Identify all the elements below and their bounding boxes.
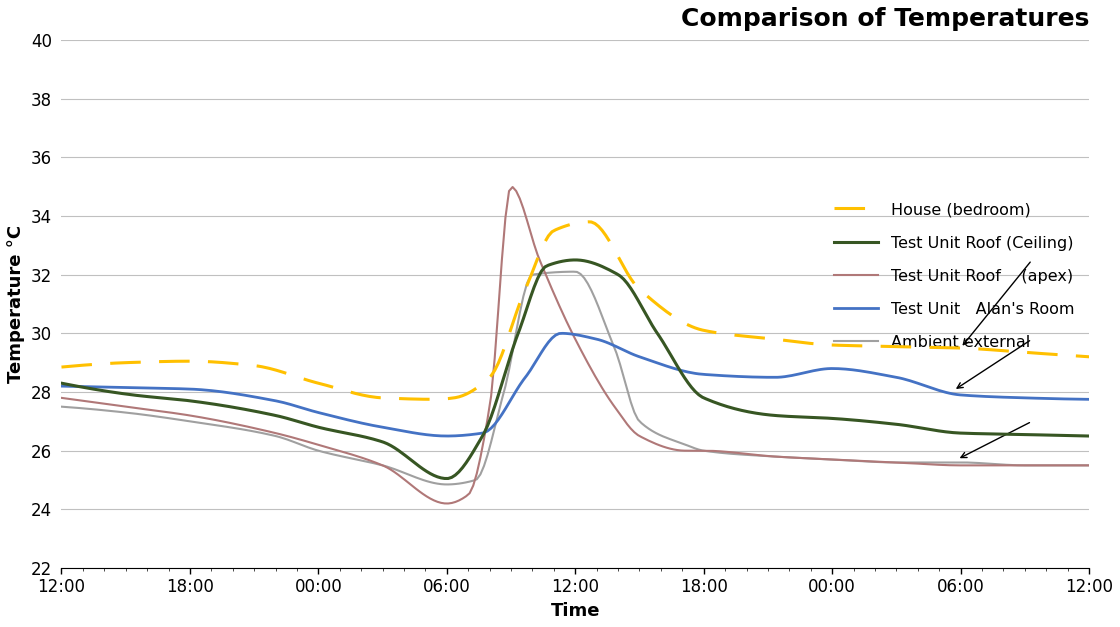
Legend: House (bedroom), Test Unit Roof (Ceiling), Test Unit Roof    (apex), Test Unit  : House (bedroom), Test Unit Roof (Ceiling… [828,196,1081,357]
Y-axis label: Temperature °C: Temperature °C [7,225,25,383]
Text: Comparison of Temperatures: Comparison of Temperatures [681,7,1089,31]
X-axis label: Time: Time [551,602,600,620]
